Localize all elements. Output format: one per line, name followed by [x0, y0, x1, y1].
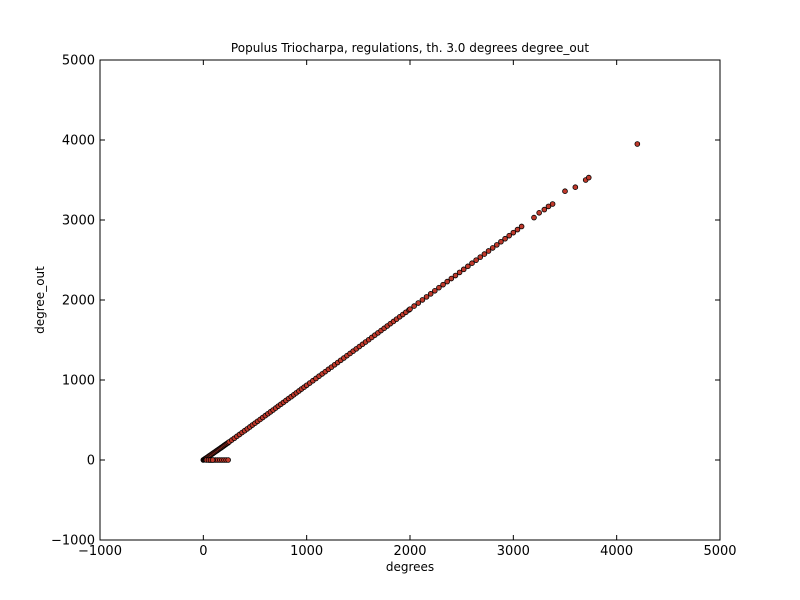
y-tick-label: −1000 [51, 534, 95, 549]
data-point [456, 269, 463, 276]
data-point [225, 457, 231, 463]
data-point [585, 174, 592, 181]
data-point [531, 214, 537, 221]
data-point [407, 306, 413, 312]
data-point [514, 226, 521, 233]
data-point [423, 294, 430, 300]
y-tick-label: 5000 [62, 54, 95, 69]
data-point [465, 263, 471, 270]
x-tick-label: 2000 [393, 544, 426, 559]
data-point [498, 238, 504, 245]
data-point [481, 251, 488, 257]
data-point [473, 257, 479, 263]
data-point [415, 300, 422, 306]
y-axis-title: degree_out [33, 266, 47, 334]
x-tick-label: 1000 [290, 544, 323, 559]
x-axis-title: degrees [386, 560, 434, 574]
data-point [485, 248, 492, 254]
data-point [419, 297, 426, 303]
data-point [427, 291, 434, 297]
data-point [536, 210, 542, 216]
y-tick-label: 3000 [62, 214, 95, 229]
points-layer [200, 141, 641, 463]
data-point [489, 245, 496, 251]
data-point [411, 303, 417, 309]
data-point [634, 141, 641, 147]
data-point [448, 275, 455, 282]
data-point [477, 254, 484, 260]
data-point [562, 188, 568, 195]
data-point [541, 206, 548, 213]
y-tick-label: 2000 [62, 294, 95, 309]
data-point [572, 184, 579, 191]
data-point [452, 272, 459, 279]
data-point [444, 278, 451, 285]
y-tick-label: 1000 [62, 374, 95, 389]
chart-title: Populus Triocharpa, regulations, th. 3.0… [231, 41, 589, 55]
data-point [460, 266, 467, 273]
data-point [431, 287, 438, 294]
data-point [510, 229, 517, 236]
data-point [209, 457, 216, 463]
data-point [436, 284, 442, 291]
data-point [549, 201, 556, 207]
data-point [493, 242, 500, 248]
y-tick-label: 4000 [62, 134, 95, 149]
data-point [469, 260, 475, 267]
data-point [506, 232, 513, 239]
x-tick-label: −1000 [78, 544, 122, 559]
data-point [440, 281, 446, 288]
x-tick-label: 0 [199, 544, 207, 559]
x-tick-label: 4000 [600, 544, 633, 559]
data-point [545, 203, 552, 210]
data-point [502, 235, 508, 242]
ticks-layer: −1000 0 1000 2000 3000 4000 5000 −1000 0 1000 2000… [51, 54, 737, 560]
y-tick-label: 0 [87, 454, 95, 469]
x-tick-label: 5000 [703, 544, 736, 559]
x-tick-label: 3000 [497, 544, 530, 559]
data-point [518, 223, 525, 230]
